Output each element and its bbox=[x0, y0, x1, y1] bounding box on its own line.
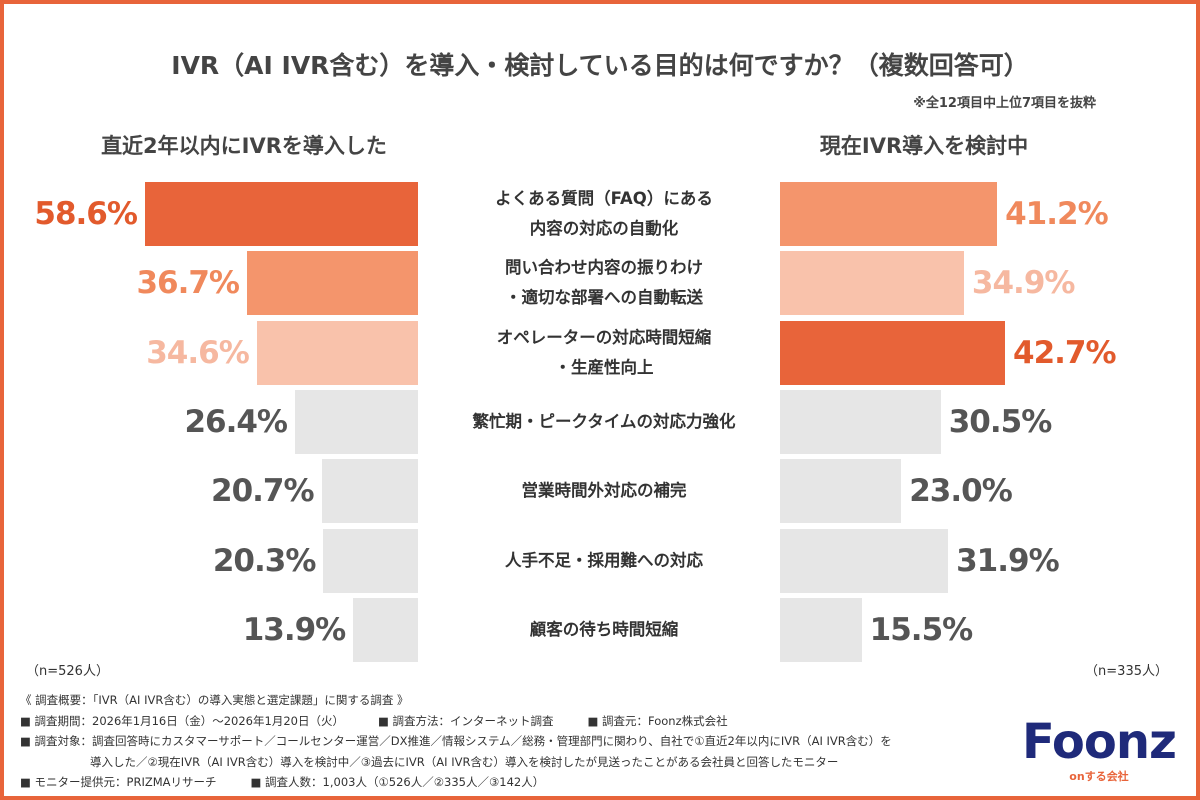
value-label: 15.5% bbox=[869, 611, 974, 648]
bar bbox=[780, 389, 941, 454]
value-label: 20.3% bbox=[212, 542, 317, 579]
value-label: 31.9% bbox=[956, 542, 1060, 579]
category-label: 顧客の待ち時間短縮 bbox=[529, 619, 679, 639]
value-label: 30.5% bbox=[948, 403, 1053, 440]
value-label: 34.9% bbox=[971, 265, 1076, 302]
chart-subtitle: ※全12項目中上位7項目を抜粋 bbox=[913, 96, 1096, 111]
footer: 《 調査概要：「IVR（AI IVR含む）の導入実態と選定課題」に関する調査 》… bbox=[20, 690, 892, 793]
logo-tagline: onする会社 bbox=[1069, 770, 1129, 783]
footer-text: 《 調査概要：「IVR（AI IVR含む）の導入実態と選定課題」に関する調査 》 bbox=[20, 693, 409, 707]
bar bbox=[780, 182, 998, 246]
bar bbox=[294, 389, 418, 454]
sample-size: （n=526人） bbox=[26, 664, 109, 679]
category-label: 営業時間外対応の補完 bbox=[521, 481, 687, 501]
footer-row: ■ 調査対象：調査回答時にカスタマーサポート／コールセンター運営／DX推進／情報… bbox=[20, 731, 892, 752]
bar bbox=[780, 528, 949, 593]
footer-text: ■ 調査方法：インターネット調査 bbox=[377, 713, 554, 728]
value-label: 34.6% bbox=[146, 334, 250, 371]
value-label: 13.9% bbox=[242, 611, 347, 648]
value-label: 36.7% bbox=[136, 265, 240, 302]
logo: Foonz onする会社 bbox=[1014, 716, 1184, 784]
category-label: 問い合わせ内容の振りわけ ・適切な部署への自動転送 bbox=[505, 258, 703, 308]
value-label: 20.7% bbox=[211, 473, 315, 510]
value-label: 42.7% bbox=[1013, 334, 1117, 371]
bar bbox=[144, 182, 418, 246]
bar bbox=[780, 251, 964, 316]
footer-row: ■ 調査期間：2026年1月16日（金）〜2026年1月20日（火） ■ 調査方法… bbox=[20, 711, 892, 732]
bar bbox=[246, 251, 418, 316]
chart-title: IVR（AI IVR含む）を導入・検討している目的は何ですか？（複数回答可） bbox=[171, 51, 1029, 80]
footer-text: ■ モニター提供元：PRIZMAリサーチ bbox=[20, 775, 217, 789]
footer-text: ■ 調査対象：調査回答時にカスタマーサポート／コールセンター運営／DX推進／情報… bbox=[20, 734, 892, 748]
sample-size: （n=335人） bbox=[1085, 664, 1168, 679]
plot: よくある質問（FAQ）にある 内容の対応の自動化 58.6% 41.2% 問い合わせ内… bbox=[4, 4, 1196, 684]
category-label: オペレーターの対応時間短縮 ・生産性向上 bbox=[496, 327, 712, 377]
category-label: よくある質問（FAQ）にある 内容の対応の自動化 bbox=[495, 189, 713, 238]
bar bbox=[780, 459, 902, 524]
bar bbox=[780, 597, 862, 662]
footer-row: 導入した／②現在IVR（AI IVR含む）導入を検討中／③過去にIVR（AI I… bbox=[20, 752, 892, 773]
legend-left: 直近2年以内にIVRを導入した bbox=[101, 134, 387, 158]
category-label: 人手不足・採用難への対応 bbox=[505, 550, 703, 570]
footer-row: ■ モニター提供元：PRIZMAリサーチ ■ 調査人数：1,003人（①526人／… bbox=[20, 772, 892, 793]
value-label: 23.0% bbox=[909, 473, 1013, 510]
footer-row: 《 調査概要：「IVR（AI IVR含む）の導入実態と選定課題」に関する調査 》 bbox=[20, 690, 892, 711]
value-label: 58.6% bbox=[34, 196, 138, 232]
footer-text: ■ 調査期間：2026年1月16日（金）〜2026年1月20日（火） bbox=[20, 713, 344, 728]
bar bbox=[321, 459, 418, 524]
bar bbox=[353, 597, 418, 662]
legend-right: 現在IVR導入を検討中 bbox=[819, 134, 1029, 158]
bar bbox=[323, 528, 418, 593]
bar bbox=[256, 320, 418, 385]
footer-text: ■ 調査人数：1,003人（①526人／②335人／③142人） bbox=[250, 775, 545, 789]
bar bbox=[780, 320, 1006, 385]
logo-name: Foonz bbox=[1022, 714, 1177, 770]
value-label: 26.4% bbox=[184, 403, 288, 440]
footer-text: 導入した／②現在IVR（AI IVR含む）導入を検討中／③過去にIVR（AI I… bbox=[90, 754, 839, 769]
value-label: 41.2% bbox=[1005, 196, 1109, 232]
footer-text: ■ 調査元：Foonz株式会社 bbox=[587, 713, 728, 728]
category-label: 繁忙期・ピークタイムの対応力強化 bbox=[472, 411, 736, 431]
